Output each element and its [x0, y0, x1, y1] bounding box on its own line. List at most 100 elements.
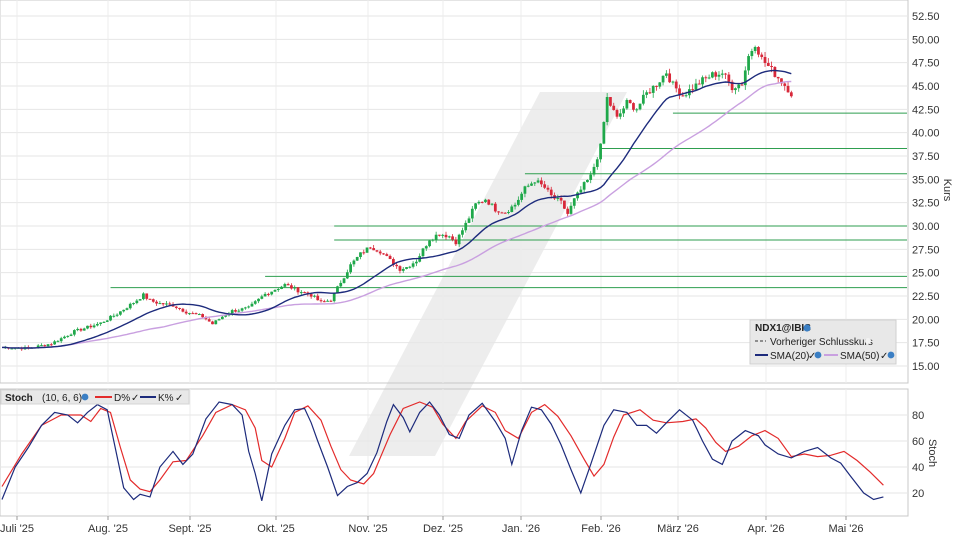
candle-body: [184, 311, 188, 314]
globe-icon[interactable]: [887, 351, 895, 359]
candle-body: [174, 306, 178, 308]
support-resistance-lines: [110, 112, 907, 289]
candle-body: [76, 328, 80, 331]
candle-body: [651, 85, 655, 93]
stoch-y-axis: 20 40 60 80: [912, 410, 924, 500]
candle-body: [158, 303, 162, 305]
candle-body: [178, 307, 181, 309]
candle-body: [72, 330, 76, 335]
candle-body: [714, 72, 718, 77]
candle-body: [641, 94, 645, 104]
candle-body: [530, 183, 533, 186]
price-y-tick-label: 37.50: [912, 151, 940, 163]
candle-body: [79, 328, 83, 331]
candle-body: [635, 109, 639, 111]
candle-body: [53, 341, 57, 345]
candle-body: [191, 313, 195, 315]
check-icon[interactable]: ✓: [880, 351, 888, 362]
stoch-y-tick-label: 40: [912, 462, 924, 474]
candle-body: [220, 316, 224, 320]
globe-icon[interactable]: [803, 324, 811, 332]
candle-body: [671, 81, 675, 83]
candle-body: [332, 292, 336, 302]
price-y-axis: 15.00 17.50 20.00 22.50 25.00 27.50 30.00 32.50…: [912, 11, 940, 373]
candle-body: [694, 83, 698, 90]
candle-body: [543, 184, 547, 188]
candle-body: [711, 72, 714, 78]
candle-body: [401, 268, 405, 271]
candle-body: [197, 314, 201, 316]
candle-body: [224, 315, 228, 317]
sma50-line: [1, 80, 792, 349]
candle-body: [447, 236, 451, 238]
candle-body: [161, 303, 165, 305]
candle-body: [750, 50, 754, 57]
candle-body: [217, 319, 221, 321]
globe-icon[interactable]: [814, 351, 822, 359]
candle-body: [66, 335, 70, 337]
check-icon[interactable]: ✓: [808, 351, 816, 362]
candle-body: [566, 208, 570, 214]
candle-body: [753, 47, 757, 51]
candle-body: [382, 253, 385, 255]
candle-body: [674, 81, 678, 89]
close-icon[interactable]: [865, 338, 871, 344]
candle-body: [250, 303, 254, 307]
candle-body: [539, 180, 543, 185]
candle-body: [95, 323, 99, 326]
candle-body: [609, 97, 612, 106]
candle-body: [786, 85, 790, 93]
check-icon[interactable]: ✓: [131, 393, 139, 404]
candle-body: [391, 259, 395, 265]
candle-body: [299, 292, 303, 294]
x-tick-label: Dez. '25: [423, 523, 463, 535]
candle-body: [770, 65, 773, 67]
candle-body: [720, 73, 724, 75]
candle-body: [434, 234, 438, 240]
watermark-logo: [349, 92, 627, 456]
candle-body: [691, 89, 695, 91]
x-tick-label: Okt. '25: [257, 523, 295, 535]
price-y-tick-label: 52.50: [912, 11, 940, 23]
x-tick-label: Feb. '26: [581, 523, 620, 535]
candle-body: [135, 300, 139, 304]
candle-body: [82, 328, 86, 331]
candle-body: [431, 239, 435, 241]
candle-body: [493, 203, 497, 212]
candle-body: [362, 252, 366, 254]
stoch-y-tick-label: 60: [912, 436, 924, 448]
candle-body: [572, 198, 576, 206]
candle-body: [780, 78, 783, 84]
candle-body: [737, 84, 741, 89]
candle-body: [49, 344, 53, 346]
candle-body: [378, 251, 382, 254]
candle-body: [783, 83, 787, 86]
candle-body: [388, 255, 392, 260]
candle-body: [286, 284, 290, 286]
candle-body: [260, 296, 264, 299]
candle-body: [533, 182, 537, 184]
candle-body: [181, 308, 185, 312]
candle-body: [438, 234, 441, 236]
candle-body: [747, 56, 750, 71]
stoch-y-axis-label: Stoch: [926, 439, 938, 467]
x-tick-label: Juli '25: [0, 523, 34, 535]
check-icon[interactable]: ✓: [175, 393, 183, 404]
candle-body: [628, 100, 632, 104]
globe-icon[interactable]: [81, 393, 89, 401]
candle-body: [516, 199, 520, 205]
x-tick-label: Jan. '26: [502, 523, 540, 535]
candle-body: [43, 345, 47, 347]
candle-body: [704, 77, 708, 79]
candle-body: [349, 264, 353, 273]
candle-body: [168, 303, 172, 305]
price-y-tick-label: 35.00: [912, 174, 940, 186]
candle-body: [316, 295, 320, 301]
candle-body: [599, 143, 602, 160]
sma20-line: [1, 69, 792, 349]
candle-body: [40, 345, 43, 347]
candle-body: [625, 100, 629, 109]
candle-body: [207, 319, 211, 322]
price-y-tick-label: 30.00: [912, 221, 940, 233]
price-y-tick-label: 22.50: [912, 291, 940, 303]
